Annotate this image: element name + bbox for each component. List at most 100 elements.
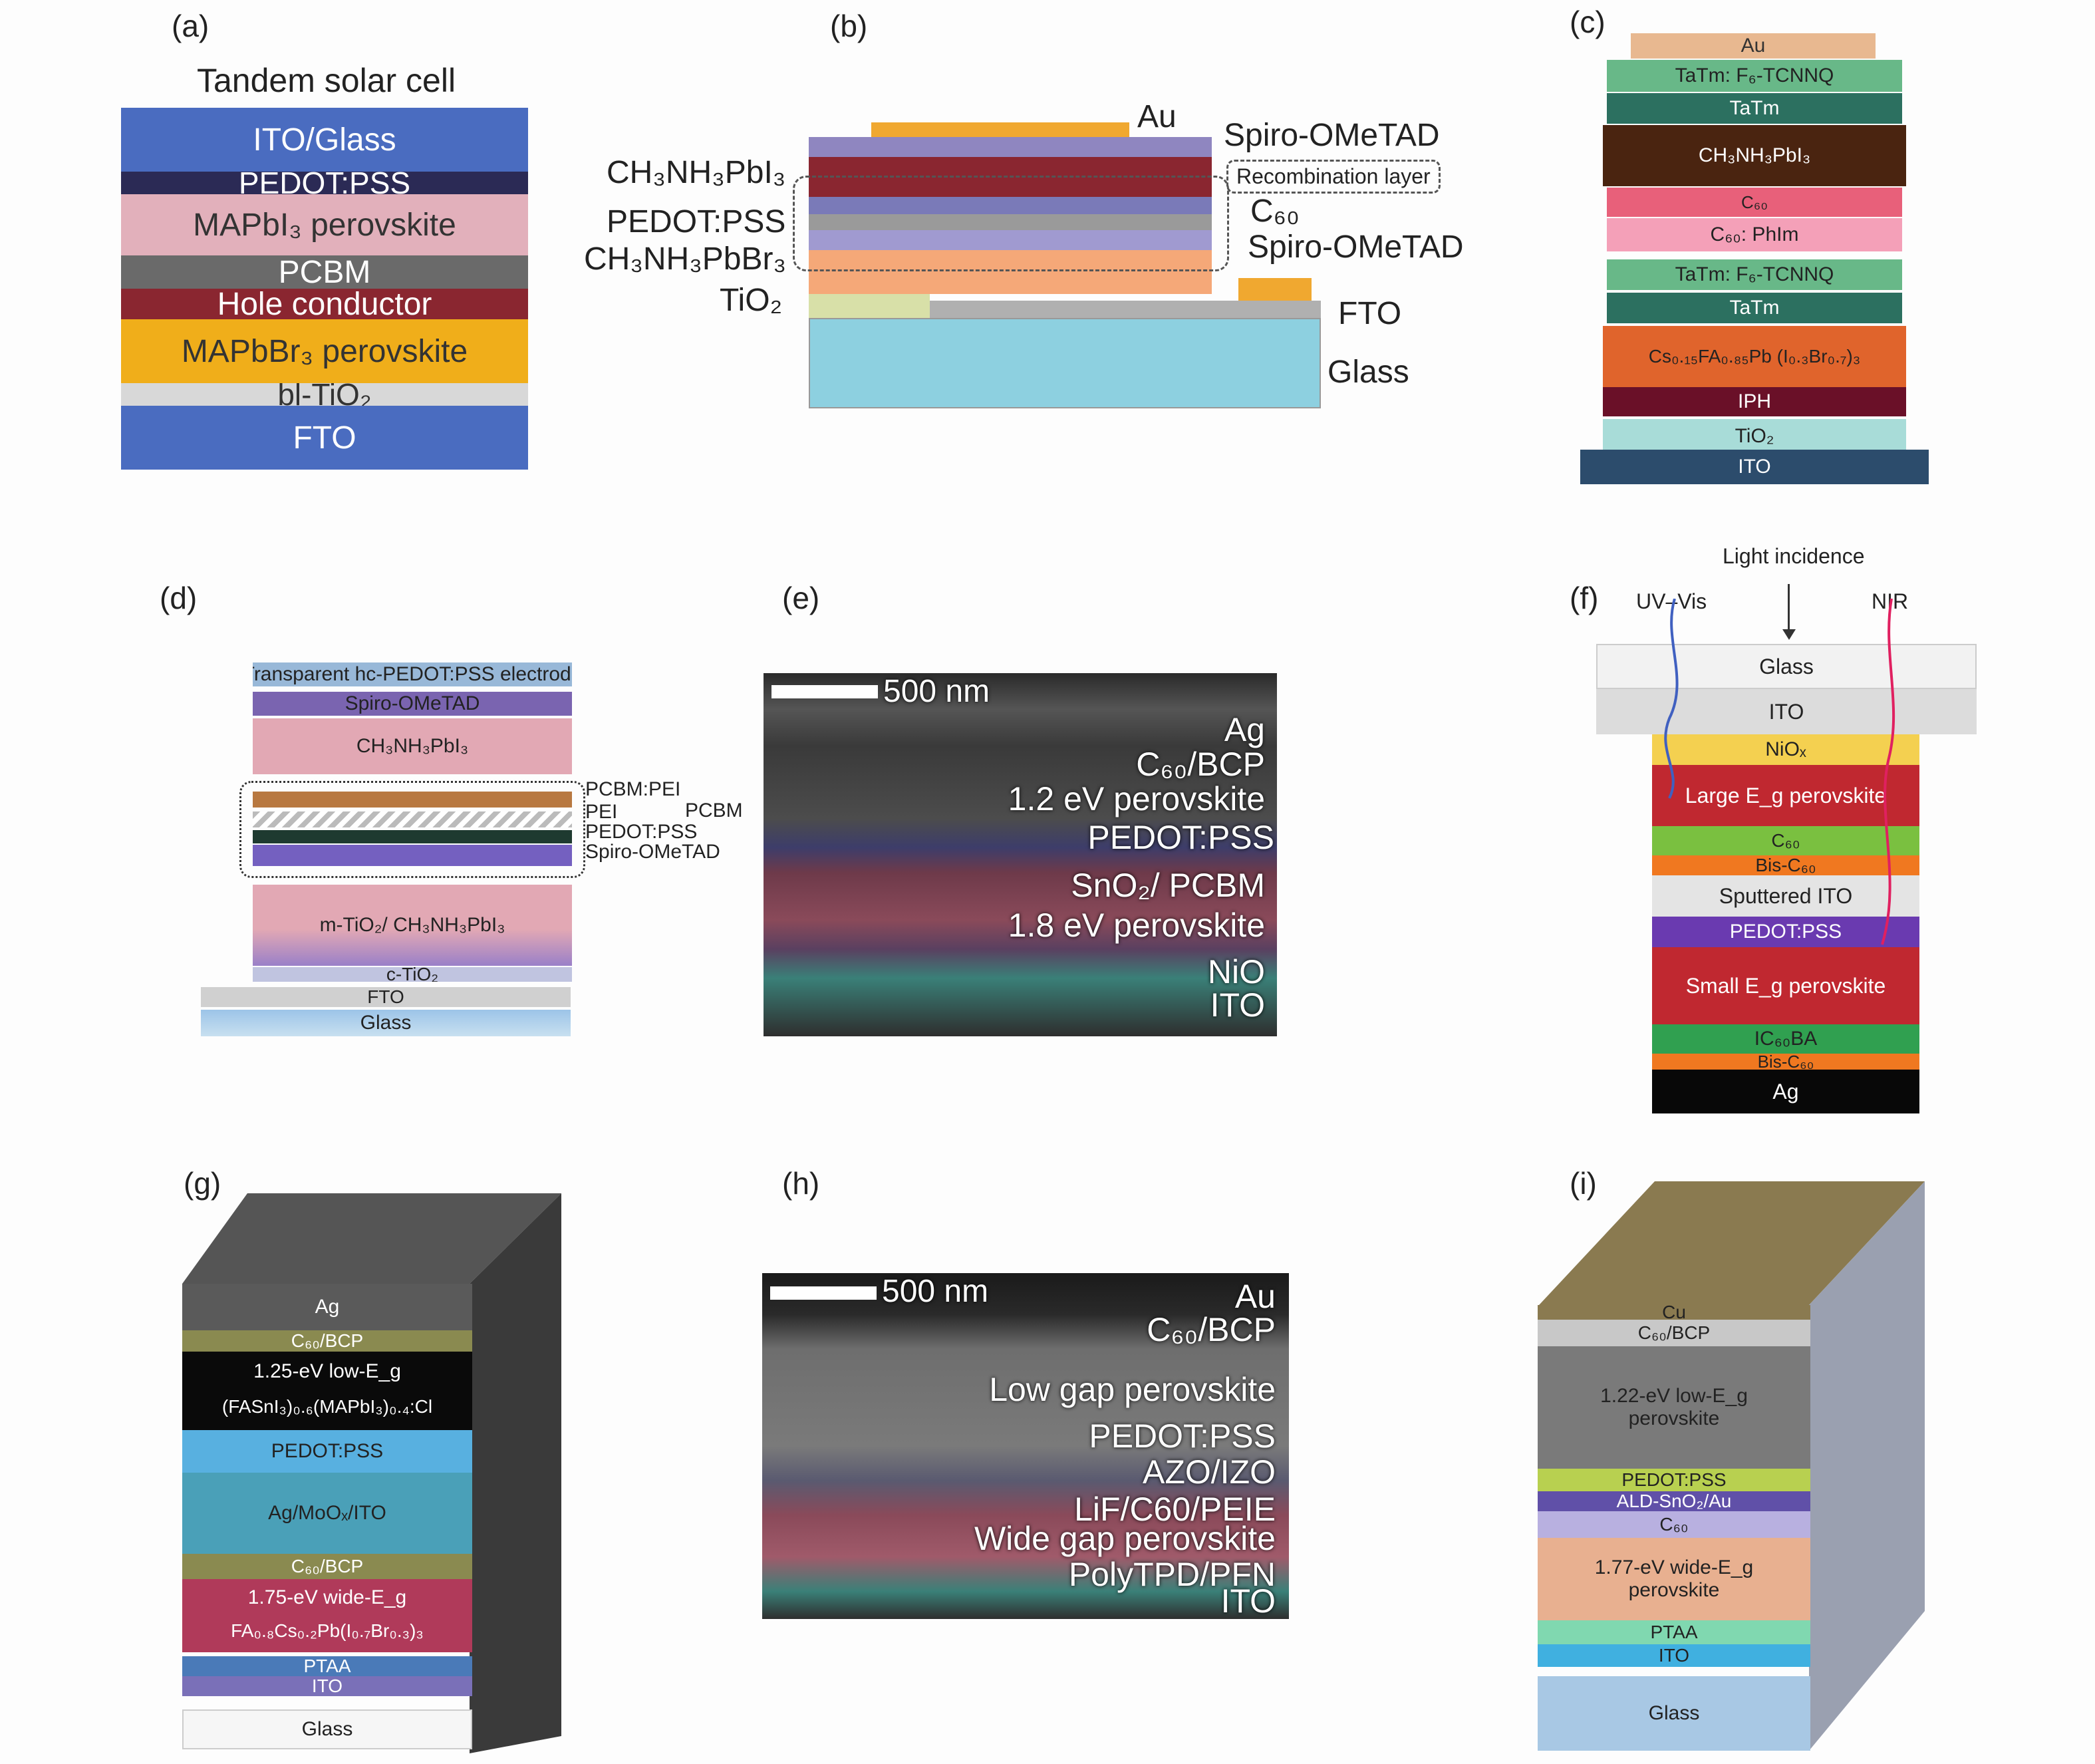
f-layer-glass: Glass [1596, 644, 1977, 689]
b-label-c60: C₆₀ [1250, 194, 1300, 229]
g-layer-pedot: PEDOT:PSS [182, 1430, 472, 1473]
i-layer-wide-perovskite: perovskite [1538, 1579, 1810, 1620]
h-label-lif: LiF/C60/PEIE [1074, 1491, 1276, 1528]
g-layer-fasni3: (FASnI₃)₀.₆(MAPbI₃)₀.₄:Cl [182, 1384, 472, 1430]
b-pedot [809, 197, 1212, 214]
i-layer-ptaa: PTAA [1538, 1620, 1810, 1644]
i-layer-wide-eg: 1.77-eV wide-E_g [1538, 1538, 1810, 1579]
c-layer-tatm-f6-2: TaTm: F₆-TCNNQ [1607, 259, 1902, 290]
d-pei [253, 811, 572, 827]
a-layer-mapbbr3: MAPbBr₃ perovskite [121, 319, 528, 383]
e-label-12ev: 1.2 eV perovskite [1008, 780, 1265, 817]
h-label-ito: ITO [1220, 1582, 1276, 1619]
b-spiro-bottom [809, 230, 1212, 250]
b-label-pedot: PEDOT:PSS [607, 204, 786, 239]
b-label-spiro-top: Spiro-OMeTAD [1224, 118, 1440, 153]
e-scale-bar [771, 685, 878, 698]
b-glass [809, 318, 1321, 408]
h-label-polytpd: PolyTPD/PFN [1068, 1556, 1276, 1593]
g-3d-side [182, 1193, 561, 1753]
b-fto [930, 301, 1321, 318]
f-layer-bis-c60-1: Bis-C₆₀ [1652, 855, 1919, 875]
c-layer-tatm-1: TaTm [1607, 93, 1902, 124]
e-scale-text: 500 nm [883, 674, 990, 709]
d-layer-mtio2: m-TiO₂/ CH₃NH₃PbI₃ [253, 885, 572, 966]
d-layer-spiro: Spiro-OMeTAD [253, 692, 572, 716]
a-layer-pcbm: PCBM [121, 255, 528, 289]
a-layer-bl-tio2: bl-TiO₂ [121, 383, 528, 406]
panel-label-d: (d) [160, 581, 198, 615]
b-label-tio2: TiO₂ [720, 283, 783, 318]
b-au-side-contact [1238, 278, 1312, 301]
g-layer-ptaa: PTAA [182, 1656, 472, 1676]
g-layer-ag-moox: Ag/MoOₓ/ITO [182, 1473, 472, 1554]
e-label-18ev: 1.8 eV perovskite [1008, 907, 1265, 944]
b-mapbbr3 [809, 250, 1212, 294]
d-label-spiro: Spiro-OMeTAD [585, 841, 720, 863]
c-layer-tio2: TiO₂ [1603, 419, 1906, 454]
a-layer-mapbi3: MAPbI₃ perovskite [121, 194, 528, 255]
f-layer-ic60ba: IC₆₀BA [1652, 1024, 1919, 1054]
e-label-pedot: PEDOT:PSS [1087, 819, 1274, 856]
g-layer-ag: Ag [182, 1284, 472, 1330]
a-title: Tandem solar cell [197, 62, 456, 99]
h-scale-bar [770, 1286, 877, 1300]
c-layer-csfa: Cs₀.₁₅FA₀.₈₅Pb (I₀.₃Br₀.₇)₃ [1603, 326, 1906, 387]
f-layer-bis-c60-2: Bis-C₆₀ [1652, 1054, 1919, 1070]
b-label-spiro-bottom: Spiro-OMeTAD [1248, 229, 1464, 265]
panel-label-a: (a) [172, 9, 210, 43]
d-layer-glass: Glass [201, 1010, 571, 1036]
h-label-low-gap: Low gap perovskite [989, 1371, 1276, 1408]
i-layer-cu: Cu [1538, 1305, 1810, 1320]
f-layer-ito: ITO [1596, 689, 1977, 734]
panel-label-h: (h) [782, 1166, 820, 1201]
h-scale-text: 500 nm [882, 1274, 989, 1309]
i-layer-ito: ITO [1538, 1644, 1810, 1667]
e-label-c60bcp: C₆₀/BCP [1136, 746, 1265, 783]
e-label-ito: ITO [1210, 986, 1265, 1024]
f-layer-large-eg: Large E_g perovskite [1652, 765, 1919, 826]
c-layer-ito: ITO [1580, 450, 1929, 484]
g-layer-fa-cs: FA₀.₈Cs₀.₂Pb(I₀.₇Br₀.₃)₃ [182, 1610, 472, 1652]
f-layer-sputtered-ito: Sputtered ITO [1652, 875, 1919, 917]
panel-label-f: (f) [1570, 581, 1599, 615]
d-pedot [253, 830, 572, 843]
e-sem-image: 500 nm Ag C₆₀/BCP 1.2 eV perovskite PEDO… [764, 673, 1277, 1036]
a-layer-pedot: PEDOT:PSS [121, 172, 528, 194]
f-layer-pedot: PEDOT:PSS [1652, 917, 1919, 947]
e-label-sno2: SnO₂/ PCBM [1071, 867, 1265, 904]
panel-label-c: (c) [1570, 5, 1606, 39]
c-layer-au: Au [1631, 33, 1876, 59]
b-label-fto: FTO [1338, 296, 1402, 331]
b-label-recombination: Recombination layer [1226, 160, 1441, 194]
d-pcbm-pei [253, 792, 572, 808]
a-layer-hole-conductor: Hole conductor [121, 289, 528, 319]
g-layer-ito: ITO [182, 1676, 472, 1696]
d-spiro-inner [253, 845, 572, 866]
g-layer-glass: Glass [182, 1709, 472, 1749]
d-layer-fto: FTO [201, 987, 571, 1007]
b-spiro-top [809, 137, 1212, 157]
b-label-mapbbr3: CH₃NH₃PbBr₃ [584, 241, 787, 277]
b-label-mapbi3: CH₃NH₃PbI₃ [607, 155, 786, 190]
d-label-pedot: PEDOT:PSS [585, 821, 698, 843]
e-label-nio: NiO [1207, 953, 1265, 990]
a-layer-fto: FTO [121, 406, 528, 470]
i-layer-c60: C₆₀ [1538, 1511, 1810, 1538]
g-layer-c60bcp-1: C₆₀/BCP [182, 1330, 472, 1352]
c-layer-c60: C₆₀ [1607, 188, 1902, 217]
d-label-pcbm-group: PCBM [685, 800, 743, 821]
c-layer-mapbi3: CH₃NH₃PbI₃ [1603, 125, 1906, 186]
e-label-ag: Ag [1224, 711, 1265, 748]
b-dashed-bracket [793, 176, 1229, 271]
h-label-pedot: PEDOT:PSS [1089, 1417, 1276, 1455]
c-layer-c60-phim: C₆₀: PhIm [1607, 218, 1902, 251]
b-au-contact [871, 122, 1129, 137]
d-label-pcbm-pei: PCBM:PEI [585, 778, 681, 800]
b-label-au: Au [1137, 99, 1177, 134]
i-layer-low-eg: 1.22-eV low-E_g [1538, 1346, 1810, 1407]
i-layer-c60bcp: C₆₀/BCP [1538, 1320, 1810, 1346]
h-label-c60bcp: C₆₀/BCP [1147, 1311, 1276, 1348]
h-label-au: Au [1234, 1278, 1276, 1315]
d-layer-mapbi3: CH₃NH₃PbI₃ [253, 718, 572, 774]
